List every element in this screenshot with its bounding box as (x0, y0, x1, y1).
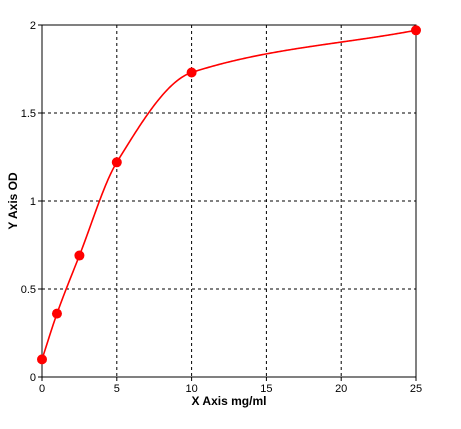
grid-lines (42, 25, 416, 377)
y-tick-label: 2 (30, 20, 36, 32)
data-points (37, 25, 421, 365)
y-axis-label: Y Axis OD (6, 172, 20, 230)
x-tick-label: 25 (410, 383, 422, 395)
x-tick-label: 5 (114, 383, 120, 395)
data-point (51, 308, 62, 319)
x-tick-label: 20 (335, 383, 347, 395)
y-tick-label: 0.5 (21, 284, 36, 296)
y-tick-label: 1.5 (21, 108, 36, 120)
axis-ticks: 0 5 10 15 20 25 0 0.5 1 1.5 2 (21, 20, 422, 395)
fit-curve-layer (41, 29, 417, 360)
data-point (74, 250, 85, 261)
x-axis-label: X Axis mg/ml (192, 394, 267, 408)
x-tick-label: 15 (260, 383, 272, 395)
data-point (111, 157, 122, 168)
y-tick-label: 0 (30, 372, 36, 384)
fit-curve (41, 29, 417, 360)
data-point (411, 25, 421, 36)
x-tick-label: 10 (185, 383, 197, 395)
y-tick-label: 1 (30, 196, 36, 208)
data-point (186, 67, 197, 78)
x-tick-label: 0 (39, 383, 45, 395)
data-point (37, 354, 47, 365)
